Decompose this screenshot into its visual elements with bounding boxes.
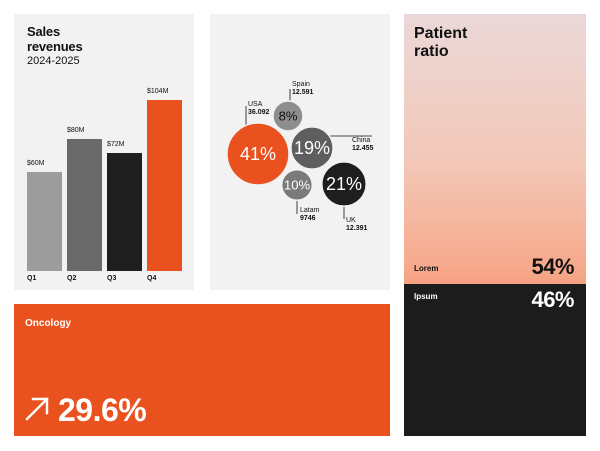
bubble-region-value-latam: 9746 bbox=[300, 215, 316, 222]
bar-q1 bbox=[27, 172, 62, 271]
bubble-usa bbox=[226, 122, 290, 186]
sales-title-line1: Sales bbox=[27, 24, 60, 39]
sales-bar-chart: $60M Q1 $80M Q2 $72M Q3 $104M Q4 bbox=[14, 14, 194, 290]
sales-title: Sales revenues bbox=[27, 24, 83, 54]
bubble-region-value-usa: 36.092 bbox=[248, 109, 270, 116]
bubble-region-label-usa: USA bbox=[248, 101, 263, 108]
patient-title-line2: ratio bbox=[414, 43, 449, 60]
patient-title: Patient ratio bbox=[414, 25, 467, 61]
bubble-region-label-latam: Latam bbox=[300, 207, 320, 214]
oncology-value: 29.6% bbox=[58, 392, 147, 428]
bubble-region-value-china: 12.455 bbox=[352, 145, 374, 152]
arrow-up-right-icon bbox=[25, 397, 49, 421]
bar-category-label: Q4 bbox=[147, 275, 157, 282]
bar-value-label: $72M bbox=[107, 140, 125, 148]
bar-category-label: Q3 bbox=[107, 275, 117, 282]
patient-row-value-lorem: 54% bbox=[531, 254, 574, 279]
bubble-region-value-uk: 12.391 bbox=[346, 225, 368, 232]
bubble-latam bbox=[280, 168, 314, 202]
patient-row-label-ipsum: Ipsum bbox=[414, 292, 438, 301]
bubble-percent-spain: 8% bbox=[279, 109, 298, 124]
patient-lower-panel: Ipsum 46% bbox=[404, 284, 586, 436]
bubble-percent-china: 19% bbox=[294, 138, 330, 158]
sales-subtitle: 2024-2025 bbox=[27, 55, 80, 67]
bar-q3 bbox=[107, 152, 142, 271]
bubble-region-label-uk: UK bbox=[346, 217, 356, 224]
bar-value-label: $60M bbox=[27, 160, 45, 168]
bubble-china bbox=[290, 126, 334, 170]
bubble-uk bbox=[321, 161, 367, 207]
bubble-region-label-spain: Spain bbox=[292, 81, 310, 88]
bubble-region-label-china: China bbox=[352, 137, 370, 144]
bubble-percent-latam: 10% bbox=[284, 178, 310, 193]
bar-q4 bbox=[147, 100, 182, 271]
patient-row-label-lorem: Lorem bbox=[414, 264, 439, 273]
patient-row-value-ipsum: 46% bbox=[531, 287, 574, 312]
bubble-region-value-spain: 12.591 bbox=[292, 89, 314, 96]
bubble-percent-uk: 21% bbox=[326, 174, 362, 194]
region-bubble-card: 41% USA 36.092 8% Spain 12.591 19% China 12.455 1… bbox=[210, 14, 390, 290]
patient-ratio-card: Patient ratio Lorem 54% Ipsum 46% bbox=[404, 14, 586, 436]
patient-title-line1: Patient bbox=[414, 25, 468, 42]
bubble-spain bbox=[272, 100, 304, 132]
bar-category-label: Q2 bbox=[67, 275, 77, 282]
bar-q2 bbox=[67, 139, 102, 271]
bar-value-label: $104M bbox=[147, 88, 169, 95]
oncology-label: Oncology bbox=[25, 318, 72, 329]
oncology-card: Oncology 29.6% bbox=[14, 304, 390, 436]
sales-card: $60M Q1 $80M Q2 $72M Q3 $104M Q4 Sales revenues… bbox=[14, 14, 194, 290]
bar-category-label: Q1 bbox=[27, 275, 37, 282]
bar-value-label: $80M bbox=[67, 127, 85, 135]
sales-title-line2: revenues bbox=[27, 39, 83, 54]
bubble-percent-usa: 41% bbox=[240, 144, 276, 164]
